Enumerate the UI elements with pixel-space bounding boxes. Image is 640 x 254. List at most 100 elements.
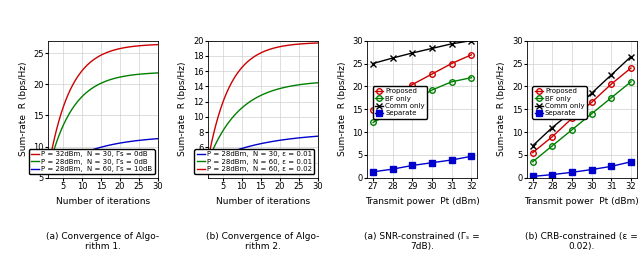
- X-axis label: Number of iterations: Number of iterations: [56, 197, 150, 205]
- Legend: Proposed, BF only, Comm only, Separate: Proposed, BF only, Comm only, Separate: [373, 86, 427, 119]
- P = 28dBm,  N = 60, Γs = 10dB: [65, 158, 72, 162]
- Separate: [529, 175, 536, 178]
- Proposed: [369, 109, 377, 112]
- Line: Separate: Separate: [371, 153, 474, 175]
- P = 32dBm,  N = 30, Γs = 0dB: [65, 92, 72, 95]
- Proposed: [389, 95, 397, 98]
- Y-axis label: Sum-rate  R (bps/Hz): Sum-rate R (bps/Hz): [338, 62, 347, 156]
- Proposed: [408, 83, 416, 86]
- Line: P = 28dBm,  N = 60, ε = 0.01: P = 28dBm, N = 60, ε = 0.01: [207, 83, 317, 163]
- Line: Proposed: Proposed: [371, 52, 474, 113]
- Comm only: [607, 73, 615, 76]
- Comm only: [428, 47, 436, 50]
- Separate: [408, 164, 416, 167]
- P = 28dBm,  N = 30, Γs = 0dB: [145, 72, 152, 75]
- Proposed: [627, 67, 635, 70]
- Text: (b) Convergence of Algo-
rithm 2.: (b) Convergence of Algo- rithm 2.: [206, 232, 319, 251]
- Legend: Proposed, BF only, Comm only, Separate: Proposed, BF only, Comm only, Separate: [532, 86, 587, 119]
- BF only: [389, 110, 397, 114]
- P = 28dBm,  N = 30, ε = 0.01: [211, 157, 218, 161]
- Y-axis label: Sum-rate  R (bps/Hz): Sum-rate R (bps/Hz): [178, 62, 188, 156]
- P = 32dBm,  N = 30, Γs = 0dB: [145, 43, 152, 46]
- P = 32dBm,  N = 30, Γs = 0dB: [51, 136, 58, 139]
- Line: Proposed: Proposed: [530, 65, 634, 155]
- Proposed: [568, 117, 576, 120]
- BF only: [428, 88, 436, 91]
- Y-axis label: Sum-rate  R (bps/Hz): Sum-rate R (bps/Hz): [497, 62, 506, 156]
- Text: (a) Convergence of Algo-
rithm 1.: (a) Convergence of Algo- rithm 1.: [47, 232, 159, 251]
- P = 28dBm,  N = 30, Γs = 0dB: [65, 114, 72, 117]
- Comm only: [529, 144, 536, 147]
- P = 28dBm,  N = 30, ε = 0.01: [308, 135, 316, 138]
- Separate: [627, 160, 635, 163]
- P = 28dBm,  N = 60, ε = 0.01: [314, 81, 321, 84]
- Line: P = 28dBm,  N = 60, Γs = 10dB: P = 28dBm, N = 60, Γs = 10dB: [48, 139, 158, 175]
- Y-axis label: Sum-rate  R (bps/Hz): Sum-rate R (bps/Hz): [19, 62, 28, 156]
- BF only: [588, 112, 595, 115]
- Line: Comm only: Comm only: [369, 37, 475, 67]
- Separate: [389, 168, 397, 171]
- Line: P = 32dBm,  N = 30, Γs = 0dB: P = 32dBm, N = 30, Γs = 0dB: [48, 45, 158, 170]
- P = 32dBm,  N = 30, Γs = 0dB: [44, 169, 52, 172]
- P = 28dBm,  N = 60, Γs = 10dB: [154, 137, 162, 140]
- Separate: [568, 171, 576, 174]
- P = 28dBm,  N = 60, Γs = 10dB: [49, 169, 56, 172]
- X-axis label: Transmit power  Pt (dBm): Transmit power Pt (dBm): [365, 197, 479, 205]
- Proposed: [548, 135, 556, 138]
- Line: BF only: BF only: [371, 75, 474, 125]
- P = 28dBm,  N = 60, Γs = 10dB: [51, 168, 58, 171]
- Separate: [428, 161, 436, 164]
- X-axis label: Number of iterations: Number of iterations: [216, 197, 310, 205]
- Legend: P = 28dBm,  N = 30, ε = 0.01, P = 28dBm,  N = 60, ε = 0.01, P = 28dBm,  N = 60, : P = 28dBm, N = 30, ε = 0.01, P = 28dBm, …: [195, 149, 314, 174]
- Comm only: [627, 55, 635, 58]
- Proposed: [607, 83, 615, 86]
- BF only: [408, 100, 416, 103]
- P = 28dBm,  N = 30, Γs = 0dB: [44, 170, 52, 173]
- Separate: [588, 168, 595, 171]
- Proposed: [529, 151, 536, 154]
- Proposed: [588, 101, 595, 104]
- P = 28dBm,  N = 30, Γs = 0dB: [154, 71, 162, 74]
- P = 28dBm,  N = 60, ε = 0.02: [308, 42, 316, 45]
- Separate: [548, 173, 556, 176]
- Proposed: [467, 53, 475, 56]
- P = 28dBm,  N = 30, ε = 0.01: [208, 159, 216, 162]
- P = 32dBm,  N = 30, Γs = 0dB: [148, 43, 156, 46]
- P = 28dBm,  N = 60, ε = 0.01: [208, 150, 216, 153]
- P = 28dBm,  N = 60, ε = 0.01: [204, 161, 211, 164]
- Line: BF only: BF only: [530, 79, 634, 165]
- Separate: [448, 158, 456, 162]
- P = 28dBm,  N = 60, ε = 0.02: [314, 41, 321, 44]
- Proposed: [428, 72, 436, 75]
- P = 28dBm,  N = 60, ε = 0.02: [305, 42, 312, 45]
- P = 32dBm,  N = 30, Γs = 0dB: [154, 43, 162, 46]
- BF only: [448, 80, 456, 83]
- P = 28dBm,  N = 60, ε = 0.01: [224, 122, 232, 125]
- Comm only: [369, 62, 377, 65]
- P = 28dBm,  N = 60, Γs = 10dB: [74, 154, 81, 157]
- P = 28dBm,  N = 60, ε = 0.02: [224, 88, 232, 91]
- BF only: [568, 128, 576, 131]
- Line: Comm only: Comm only: [529, 53, 634, 149]
- X-axis label: Transmit power  Pt (dBm): Transmit power Pt (dBm): [524, 197, 639, 205]
- P = 28dBm,  N = 30, Γs = 0dB: [148, 72, 156, 75]
- Text: (a) SNR-constrained (Γₛ =
7dB).: (a) SNR-constrained (Γₛ = 7dB).: [364, 232, 480, 251]
- BF only: [529, 160, 536, 163]
- BF only: [548, 144, 556, 147]
- P = 32dBm,  N = 30, Γs = 0dB: [74, 76, 81, 79]
- Line: Separate: Separate: [530, 159, 634, 179]
- P = 28dBm,  N = 60, ε = 0.01: [211, 145, 218, 148]
- Comm only: [568, 110, 576, 113]
- Separate: [467, 155, 475, 158]
- P = 28dBm,  N = 60, ε = 0.01: [233, 111, 241, 114]
- BF only: [607, 96, 615, 99]
- Proposed: [448, 62, 456, 65]
- P = 28dBm,  N = 30, ε = 0.01: [305, 135, 312, 138]
- Comm only: [548, 126, 556, 129]
- P = 28dBm,  N = 30, ε = 0.01: [233, 148, 241, 151]
- Line: P = 28dBm,  N = 30, Γs = 0dB: P = 28dBm, N = 30, Γs = 0dB: [48, 73, 158, 171]
- Line: P = 28dBm,  N = 60, ε = 0.02: P = 28dBm, N = 60, ε = 0.02: [207, 43, 317, 163]
- P = 28dBm,  N = 30, Γs = 0dB: [74, 100, 81, 103]
- Comm only: [467, 39, 475, 42]
- Comm only: [448, 42, 456, 45]
